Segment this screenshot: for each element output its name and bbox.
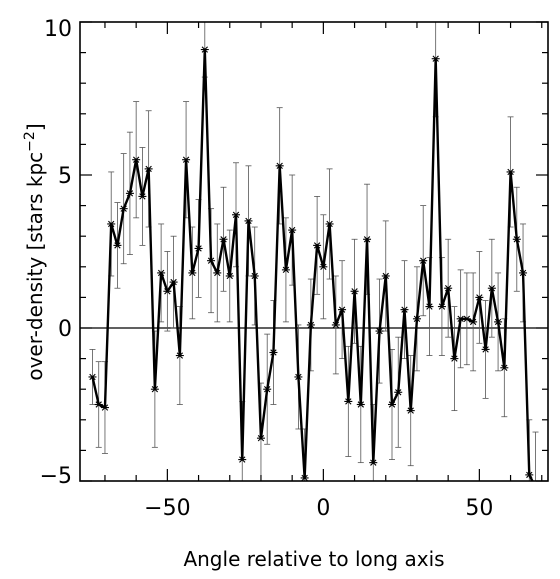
y-tick-label: −5 bbox=[40, 464, 72, 489]
y-axis-label-close: ] bbox=[23, 123, 47, 131]
y-tick-label: 0 bbox=[58, 317, 72, 342]
data-point bbox=[519, 269, 528, 277]
data-point bbox=[244, 217, 253, 225]
data-point bbox=[256, 434, 265, 442]
data-point bbox=[125, 190, 134, 197]
data-point bbox=[512, 236, 521, 243]
data-markers bbox=[88, 46, 540, 490]
data-point bbox=[444, 285, 453, 292]
data-point bbox=[113, 242, 122, 249]
data-point bbox=[306, 321, 315, 329]
data-point bbox=[281, 266, 290, 274]
data-point bbox=[132, 156, 141, 163]
y-tick-labels: −5 0 5 10 bbox=[40, 17, 72, 489]
data-point bbox=[375, 327, 384, 335]
data-point bbox=[350, 288, 359, 295]
data-point bbox=[369, 459, 378, 466]
data-point bbox=[219, 236, 228, 243]
data-point bbox=[232, 211, 240, 218]
data-point bbox=[175, 352, 184, 359]
data-point bbox=[188, 269, 197, 277]
data-point bbox=[363, 236, 372, 243]
data-point bbox=[238, 456, 247, 463]
x-axis-label: Angle relative to long axis bbox=[183, 547, 444, 571]
data-point bbox=[263, 386, 272, 393]
data-point bbox=[400, 306, 409, 313]
data-point bbox=[269, 349, 278, 356]
data-point bbox=[506, 168, 515, 176]
data-point bbox=[419, 257, 428, 264]
data-point bbox=[494, 318, 503, 326]
data-point bbox=[194, 245, 203, 252]
data-point bbox=[331, 321, 340, 329]
data-point bbox=[412, 315, 421, 323]
data-point bbox=[462, 315, 471, 323]
data-point bbox=[107, 220, 116, 228]
data-point bbox=[275, 162, 284, 170]
data-point bbox=[163, 288, 172, 295]
plot-frame bbox=[79, 21, 549, 482]
data-point bbox=[431, 55, 440, 62]
x-tick-label: −50 bbox=[144, 496, 190, 521]
data-point bbox=[344, 398, 353, 405]
y-tick-label: 5 bbox=[58, 164, 72, 189]
data-point bbox=[469, 318, 478, 326]
data-point bbox=[532, 484, 540, 490]
data-point bbox=[157, 269, 166, 277]
y-axis-label-superscript: −2 bbox=[22, 131, 38, 152]
data-point bbox=[88, 373, 97, 381]
data-point bbox=[356, 401, 365, 408]
data-point bbox=[500, 364, 509, 371]
data-point bbox=[213, 269, 222, 277]
data-point bbox=[394, 389, 403, 396]
data-point bbox=[138, 193, 147, 200]
series-line bbox=[91, 48, 534, 481]
data-point bbox=[475, 294, 484, 301]
data-point bbox=[338, 306, 347, 313]
data-point bbox=[169, 278, 178, 286]
data-point bbox=[388, 401, 396, 408]
data-point bbox=[450, 355, 459, 362]
data-point bbox=[225, 272, 234, 280]
data-point bbox=[406, 407, 415, 414]
data-point bbox=[100, 404, 109, 411]
error-bar bbox=[532, 431, 539, 481]
data-point bbox=[481, 346, 490, 353]
data-point bbox=[119, 205, 128, 212]
data-point bbox=[144, 165, 153, 173]
data-point bbox=[200, 46, 209, 53]
data-point bbox=[150, 386, 159, 393]
data-point bbox=[300, 474, 309, 481]
y-tick-label: 10 bbox=[44, 17, 72, 42]
y-axis-label: over-density [stars kpc−2] bbox=[22, 123, 47, 380]
data-point bbox=[182, 156, 191, 163]
data-point bbox=[313, 242, 322, 249]
x-tick-labels: −50 0 50 bbox=[144, 496, 493, 521]
data-point bbox=[487, 285, 496, 292]
data-point bbox=[94, 401, 103, 408]
data-point bbox=[207, 257, 216, 264]
plot-data-area bbox=[80, 22, 548, 490]
data-point bbox=[381, 272, 390, 280]
x-tick-label: 50 bbox=[465, 496, 493, 521]
data-point bbox=[294, 373, 303, 381]
data-point bbox=[525, 471, 534, 479]
data-point bbox=[325, 220, 334, 228]
data-point bbox=[425, 303, 434, 310]
data-point bbox=[437, 303, 446, 310]
data-point bbox=[288, 226, 297, 234]
axis-ticks bbox=[80, 21, 548, 482]
data-point bbox=[319, 263, 328, 270]
x-tick-label: 0 bbox=[316, 496, 330, 521]
data-point bbox=[250, 272, 259, 280]
y-axis-label-main: over-density [stars kpc bbox=[23, 152, 47, 381]
